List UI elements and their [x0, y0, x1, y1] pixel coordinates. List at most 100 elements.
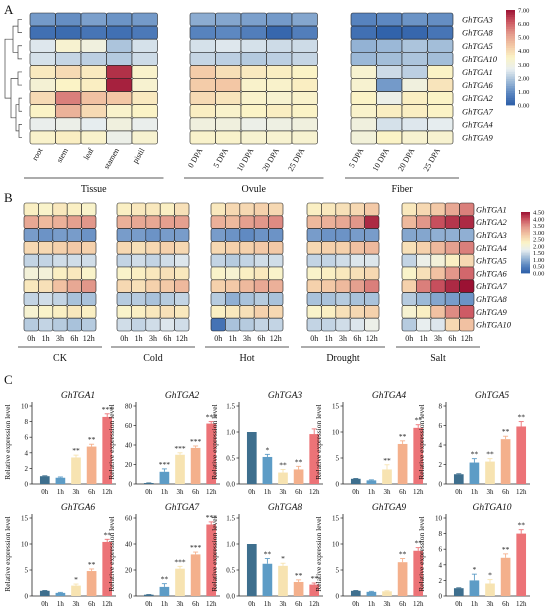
heatmap-b-cell	[116, 253, 132, 268]
heatmap-b-cell	[145, 279, 161, 293]
heatmap-b-cell	[145, 292, 161, 306]
heatmap-b-cell	[66, 253, 82, 268]
heatmap-b-cell	[225, 215, 241, 229]
heatmap-b-cell	[174, 292, 190, 306]
heatmap-a-legend-swatch	[506, 59, 515, 63]
heatmap-b-cell	[364, 279, 380, 293]
bar-chart-title: GhTGA5	[475, 391, 510, 401]
heatmap-a-column-label: 20 DPA	[396, 146, 417, 173]
heatmap-b-cell	[174, 228, 190, 242]
heatmap-b-cell	[23, 317, 39, 332]
bar-significance: **	[310, 574, 318, 583]
heatmap-b-cell	[225, 228, 241, 242]
bar-significance: ***	[174, 557, 186, 566]
heatmap-a-cell	[376, 51, 403, 66]
heatmap-b-legend-swatch	[521, 221, 530, 224]
bar-category-label: 0h	[145, 488, 153, 496]
heatmap-b-cell	[239, 215, 255, 229]
heatmap-b-cell	[349, 317, 365, 332]
heatmap-b-cell	[116, 202, 132, 217]
heatmap-a-cell	[55, 104, 82, 119]
heatmap-b-cell	[349, 292, 365, 306]
bar-chart-y-tick-label: 4	[439, 561, 443, 569]
heatmap-a-cell	[131, 38, 158, 53]
heatmap-a-cell	[131, 12, 158, 27]
heatmap-b-cell	[66, 292, 82, 306]
heatmap-b-cell	[268, 292, 284, 306]
heatmap-b-cell	[38, 305, 54, 319]
heatmap-b-cell	[444, 266, 460, 281]
heatmap-b-cell	[145, 266, 161, 281]
heatmap-b-row-label: GhTGA3	[476, 230, 507, 240]
bar	[309, 434, 320, 484]
heatmap-a-cell	[131, 51, 158, 66]
heatmap-a-column-label: leaf	[82, 146, 96, 161]
heatmap-b-legend-swatch	[521, 269, 530, 272]
heatmap-b-cell	[66, 228, 82, 242]
bar-category-label: 12h	[413, 600, 424, 608]
heatmap-a-cell	[350, 38, 377, 53]
heatmap-b-legend-swatch	[521, 224, 530, 227]
heatmap-a-cell	[401, 12, 428, 27]
heatmap-a-legend-swatch	[506, 36, 515, 39]
bar-chart-y-tick-label: 6	[439, 546, 443, 554]
heatmap-a-cell	[106, 38, 133, 53]
heatmap-a-row-label: GhTGA6	[462, 80, 493, 90]
heatmap-a-legend-tick: 0.00	[518, 103, 529, 110]
heatmap-b-time-label: 6h	[353, 334, 361, 343]
bar-chart-panel: GhTGA6 Relative expression level 0 5 10 15 0h 1…	[3, 503, 116, 608]
heatmap-b-cell	[225, 279, 241, 293]
heatmap-b-cell	[145, 305, 161, 319]
heatmap-b-time-label: 6h	[448, 334, 456, 343]
heatmap-b-legend-swatch	[521, 247, 530, 249]
bar-category-label: 3h	[487, 600, 495, 608]
heatmap-b-cell	[210, 202, 226, 217]
heatmap-b-cell	[145, 317, 161, 332]
heatmap-a-cell	[55, 130, 82, 145]
heatmap-a-cell	[215, 78, 242, 92]
heatmap-b-cell	[210, 266, 226, 281]
heatmap-a-cell	[376, 12, 403, 27]
heatmap-b-cell	[306, 253, 322, 268]
bar-category-label: 1h	[161, 488, 169, 496]
heatmap-a-cell	[189, 38, 216, 53]
heatmap-b-cell	[66, 317, 82, 332]
heatmap-a-cell	[350, 65, 377, 79]
heatmap-b-cell	[253, 215, 269, 229]
heatmap-b-legend-swatch	[521, 213, 530, 216]
bar-chart-title: GhTGA10	[472, 503, 511, 513]
heatmap-b-cell	[131, 253, 147, 268]
heatmap-b-legend-swatch	[521, 234, 530, 237]
heatmap-a-cell	[266, 117, 293, 132]
heatmap-b-cell	[253, 292, 269, 306]
bar-significance: **	[517, 521, 525, 530]
heatmap-a-group-label: Fiber	[391, 184, 413, 195]
bar-category-label: 1h	[264, 600, 272, 608]
bar-chart-ylabel: Relative expression level	[314, 404, 323, 479]
bar-chart-y-tick-label: 5	[336, 567, 340, 575]
heatmap-a-legend-swatch	[506, 81, 515, 85]
heatmap-b-cell	[321, 317, 337, 332]
heatmap-a-column-label: 25 DPA	[422, 146, 443, 173]
heatmap-a-legend-swatch	[506, 19, 515, 23]
bar-category-label: 1h	[161, 600, 169, 608]
heatmap-b-cell	[66, 241, 82, 255]
bar	[350, 590, 361, 596]
heatmap-a-cell	[189, 51, 216, 66]
bar-chart-y-tick-label: 0.0	[226, 481, 235, 489]
heatmap-b-cell	[131, 292, 147, 306]
heatmap-a-dendrogram-branch	[17, 71, 22, 86]
heatmap-b-cell	[430, 228, 446, 242]
heatmap-a-legend-swatch	[506, 71, 515, 75]
bar-category-label: 12h	[516, 600, 527, 608]
heatmap-b-cell	[81, 292, 97, 306]
bar-significance: **	[399, 432, 407, 441]
heatmap-b-time-label: 0h	[310, 334, 318, 343]
heatmap-b-legend-swatch	[521, 219, 530, 222]
bar-category-label: 0h	[455, 600, 463, 608]
heatmap-b-cell	[145, 253, 161, 268]
bar-chart-y-tick-label: 5	[25, 567, 29, 575]
heatmap-b-cell	[81, 202, 97, 217]
bar	[206, 423, 217, 484]
bar-chart-y-tick-label: 5	[336, 455, 340, 463]
